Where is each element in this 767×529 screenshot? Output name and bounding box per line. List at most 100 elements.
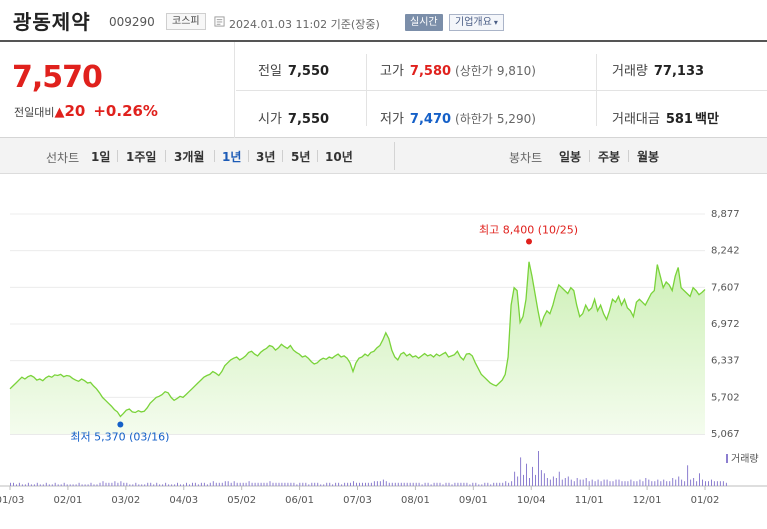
period-3y[interactable]: 3년 bbox=[256, 150, 276, 164]
x-tick-label: 09/01 bbox=[459, 495, 488, 506]
volume-bar bbox=[445, 482, 447, 486]
upper-limit-label: (상한가 bbox=[455, 64, 493, 78]
period-3m[interactable]: 3개월 bbox=[174, 150, 205, 164]
separator bbox=[117, 150, 118, 162]
volume-bars: 거래량 bbox=[10, 451, 759, 486]
volume-bar bbox=[105, 482, 107, 486]
volume-bar bbox=[382, 479, 384, 486]
separator bbox=[628, 150, 629, 162]
period-5y[interactable]: 5년 bbox=[291, 150, 311, 164]
separator bbox=[214, 150, 215, 162]
volume-bar bbox=[711, 479, 712, 486]
current-price: 7,570 bbox=[12, 60, 103, 95]
volume-bar bbox=[514, 471, 516, 486]
volume-bar bbox=[138, 484, 140, 486]
company-info-button[interactable]: 기업개요 ▾ bbox=[449, 14, 504, 31]
x-tick-label: 01/03 bbox=[0, 495, 24, 506]
volume-bar bbox=[314, 482, 316, 486]
volume-bar bbox=[716, 481, 718, 486]
high-marker bbox=[526, 238, 533, 245]
x-tick-label: 04/03 bbox=[169, 495, 198, 506]
volume-bar bbox=[642, 481, 644, 486]
volume-bar bbox=[391, 482, 393, 486]
volume-bar bbox=[520, 457, 522, 486]
volume-value: 77,133 bbox=[653, 64, 705, 79]
volume-bar bbox=[45, 482, 47, 486]
volume-bar bbox=[719, 481, 721, 486]
volume-bar bbox=[421, 484, 423, 486]
y-tick-label: 8,877 bbox=[711, 209, 740, 220]
volume-bar bbox=[183, 484, 184, 486]
volume-bar bbox=[123, 482, 125, 486]
candle-weekly[interactable]: 주봉 bbox=[598, 150, 621, 164]
volume-bar bbox=[502, 482, 504, 486]
volume-bar bbox=[284, 482, 286, 486]
volume-bar bbox=[442, 484, 444, 486]
volume-bar bbox=[299, 482, 301, 486]
volume-bar bbox=[36, 482, 38, 486]
volume-bar bbox=[639, 479, 641, 486]
volume-bar bbox=[713, 481, 715, 486]
separator bbox=[165, 150, 166, 162]
volume-bar bbox=[48, 484, 50, 486]
period-1d[interactable]: 1일 bbox=[91, 150, 111, 164]
period-1y[interactable]: 1년 bbox=[222, 150, 242, 164]
volume-bar bbox=[57, 484, 59, 486]
volume-legend-swatch bbox=[726, 454, 728, 463]
y-tick-label: 6,972 bbox=[711, 319, 740, 330]
period-10y[interactable]: 10년 bbox=[325, 150, 353, 164]
volume-bar bbox=[230, 482, 232, 486]
upper-limit-value: 9,810) bbox=[496, 64, 536, 78]
volume-bar bbox=[517, 476, 519, 486]
volume-bar bbox=[221, 482, 223, 486]
volume-bar bbox=[126, 482, 128, 486]
volume-bar bbox=[30, 484, 32, 486]
low-annotation: 최저 5,370 (03/16) bbox=[70, 431, 169, 444]
volume-bar bbox=[242, 482, 244, 486]
volume-bar bbox=[42, 484, 44, 486]
toolbar-divider bbox=[394, 142, 395, 170]
volume-bar bbox=[561, 479, 563, 486]
volume-bar bbox=[645, 478, 647, 486]
volume-bar bbox=[696, 481, 698, 486]
volume-bar bbox=[460, 482, 462, 486]
candle-monthly[interactable]: 월봉 bbox=[637, 150, 660, 164]
volume-bar bbox=[305, 482, 307, 486]
volume-bar bbox=[558, 471, 560, 486]
separator bbox=[317, 150, 318, 162]
volume-bar bbox=[206, 484, 208, 486]
volume-bar bbox=[540, 470, 542, 486]
volume-bar bbox=[272, 482, 274, 486]
high-label: 고가 bbox=[380, 64, 404, 79]
volume-bar bbox=[197, 484, 199, 486]
low-value: 7,470 bbox=[409, 112, 452, 127]
realtime-button[interactable]: 실시간 bbox=[405, 14, 443, 31]
price-chart[interactable]: 8,877 8,242 7,607 6,972 6,337 5,702 5,067 최고 8… bbox=[0, 174, 767, 529]
period-1w[interactable]: 1주일 bbox=[126, 150, 157, 164]
volume-bar bbox=[203, 482, 205, 486]
volume-bar bbox=[96, 484, 98, 486]
volume-bar bbox=[186, 482, 187, 486]
prev-close: 전일 7,550 bbox=[258, 60, 329, 79]
company-info-label: 기업개요 bbox=[455, 17, 492, 28]
volume-bar bbox=[236, 482, 238, 486]
volume-bar bbox=[463, 482, 465, 486]
separator bbox=[589, 150, 590, 162]
volume-bar bbox=[356, 482, 357, 486]
volume-bar bbox=[448, 482, 450, 486]
volume-bar bbox=[209, 482, 211, 486]
volume-bar bbox=[687, 465, 689, 486]
stock-name: 광동제약 bbox=[13, 10, 91, 34]
volume-bar bbox=[549, 479, 551, 486]
low-label: 저가 bbox=[380, 112, 404, 127]
volume-bar bbox=[87, 484, 89, 486]
volume-bar bbox=[681, 479, 683, 486]
volume-bar bbox=[81, 484, 83, 486]
candle-daily[interactable]: 일봉 bbox=[559, 150, 582, 164]
volume-bar bbox=[16, 484, 17, 486]
volume-bar bbox=[93, 484, 95, 486]
volume-bar bbox=[165, 482, 167, 486]
volume-bar bbox=[224, 481, 226, 486]
volume-bar bbox=[18, 482, 20, 486]
volume-bar bbox=[275, 482, 277, 486]
